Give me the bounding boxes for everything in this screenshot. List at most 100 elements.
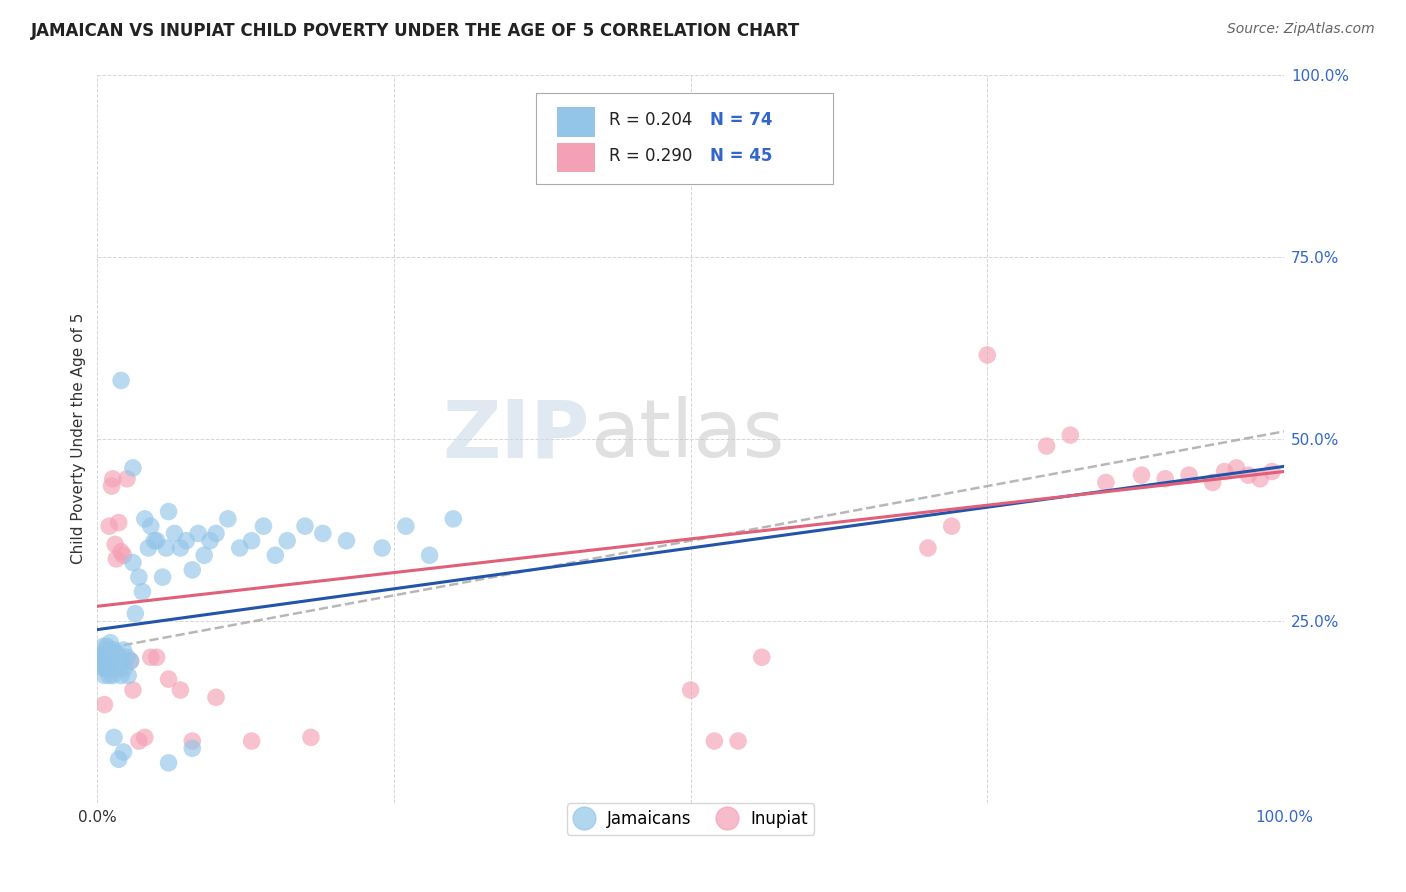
Point	[115, 472, 138, 486]
Point	[198, 533, 221, 548]
Point	[91, 640, 114, 654]
Text: Source: ZipAtlas.com: Source: ZipAtlas.com	[1227, 22, 1375, 37]
Point	[240, 734, 263, 748]
Point	[1130, 468, 1153, 483]
Text: ZIP: ZIP	[443, 396, 589, 474]
Point	[110, 654, 132, 668]
Point	[727, 734, 749, 748]
Bar	[557, 143, 595, 172]
Legend: Jamaicans, Inupiat: Jamaicans, Inupiat	[567, 803, 814, 835]
Point	[115, 650, 138, 665]
Point	[128, 570, 150, 584]
Point	[152, 570, 174, 584]
Point	[312, 526, 335, 541]
Point	[112, 549, 135, 563]
Point	[169, 541, 191, 555]
Text: atlas: atlas	[589, 396, 785, 474]
Point	[252, 519, 274, 533]
Point	[419, 549, 441, 563]
Point	[157, 756, 180, 770]
Point	[229, 541, 252, 555]
Point	[104, 661, 127, 675]
Point	[100, 479, 122, 493]
Point	[100, 654, 122, 668]
Point	[1154, 472, 1177, 486]
Point	[98, 643, 121, 657]
Point	[94, 661, 117, 675]
Point	[110, 668, 132, 682]
Point	[110, 544, 132, 558]
Point	[157, 505, 180, 519]
Point	[181, 734, 204, 748]
Point	[441, 512, 464, 526]
Point	[1178, 468, 1201, 483]
Point	[105, 654, 128, 668]
Point	[110, 374, 132, 388]
Point	[1261, 465, 1284, 479]
Point	[294, 519, 316, 533]
Point	[101, 668, 124, 682]
Point	[299, 731, 322, 745]
Point	[112, 745, 135, 759]
Point	[205, 526, 228, 541]
Point	[107, 752, 129, 766]
Point	[1249, 472, 1271, 486]
Text: N = 74: N = 74	[710, 112, 772, 129]
Y-axis label: Child Poverty Under the Age of 5: Child Poverty Under the Age of 5	[72, 313, 86, 565]
Point	[139, 650, 162, 665]
Point	[94, 643, 117, 657]
Point	[107, 516, 129, 530]
Point	[941, 519, 963, 533]
Point	[93, 698, 115, 712]
Point	[751, 650, 773, 665]
Point	[100, 661, 122, 675]
Point	[98, 519, 121, 533]
Point	[104, 650, 127, 665]
Point	[155, 541, 177, 555]
Point	[371, 541, 394, 555]
Point	[1059, 428, 1081, 442]
Point	[205, 690, 228, 705]
Point	[90, 650, 112, 665]
Text: N = 45: N = 45	[710, 147, 772, 165]
Point	[145, 650, 167, 665]
Text: JAMAICAN VS INUPIAT CHILD POVERTY UNDER THE AGE OF 5 CORRELATION CHART: JAMAICAN VS INUPIAT CHILD POVERTY UNDER …	[31, 22, 800, 40]
Point	[112, 643, 135, 657]
Point	[104, 537, 127, 551]
Point	[157, 672, 180, 686]
Point	[1095, 475, 1118, 490]
Point	[122, 556, 145, 570]
Point	[103, 643, 125, 657]
Point	[96, 661, 118, 675]
Point	[143, 533, 166, 548]
Point	[131, 584, 153, 599]
Point	[1202, 475, 1225, 490]
Point	[100, 636, 122, 650]
Point	[1225, 461, 1247, 475]
Point	[176, 533, 198, 548]
Point	[107, 661, 129, 675]
Point	[134, 512, 156, 526]
Point	[134, 731, 156, 745]
Point	[128, 734, 150, 748]
Point	[96, 640, 118, 654]
Point	[90, 657, 112, 672]
Point	[395, 519, 418, 533]
Point	[100, 650, 122, 665]
Text: R = 0.290: R = 0.290	[609, 147, 692, 165]
Point	[163, 526, 186, 541]
Point	[264, 549, 287, 563]
Point	[276, 533, 298, 548]
Point	[105, 552, 128, 566]
Point	[181, 741, 204, 756]
Point	[679, 683, 702, 698]
Point	[101, 654, 124, 668]
Point	[976, 348, 998, 362]
Point	[97, 647, 120, 661]
Point	[103, 731, 125, 745]
Point	[91, 654, 114, 668]
Point	[122, 683, 145, 698]
Point	[124, 607, 146, 621]
Point	[917, 541, 939, 555]
Text: R = 0.204: R = 0.204	[609, 112, 692, 129]
